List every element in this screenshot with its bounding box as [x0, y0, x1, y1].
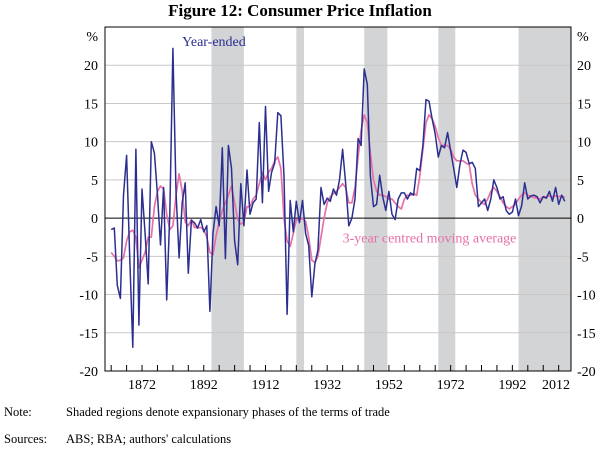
series-lines [110, 47, 566, 349]
sources-text: ABS; RBA; authors' calculations [66, 432, 232, 446]
sources-row: Sources: ABS; RBA; authors' calculations [4, 431, 231, 447]
gridlines [105, 64, 571, 334]
y-tick-label-right: 20 [577, 59, 591, 74]
y-tick-label-left: -10 [79, 289, 98, 304]
x-tick-label: 1992 [498, 378, 526, 393]
note-row: Note: Shaded regions denote expansionary … [4, 404, 390, 420]
shaded-region [296, 27, 305, 371]
y-tick-label-right: -15 [577, 327, 596, 342]
series-annotations: Year-ended 3-year centred moving average [182, 35, 516, 246]
y-tick-label-right: 0 [577, 212, 584, 227]
y-tick-label-left: 10 [84, 136, 98, 151]
y-tick-label-left: -20 [79, 365, 98, 380]
note-label: Note: [4, 405, 32, 419]
y-tick-label-right: 15 [577, 97, 591, 112]
shaded-region [364, 27, 388, 371]
note-text: Shaded regions denote expansionary phase… [66, 405, 390, 419]
y-axis-unit-left: % [86, 30, 98, 45]
y-axis-unit-right: % [577, 30, 589, 45]
x-tick-label: 1892 [190, 378, 218, 393]
y-tick-label-right: -20 [577, 365, 596, 380]
x-tick-label: 1932 [313, 378, 341, 393]
plot-frame [104, 26, 572, 372]
x-tick-label: 1972 [437, 378, 465, 393]
cpi-inflation-chart: -20 -15 -10 -5 0 5 10 15 20% -20 -15 -10 -5 0 5 10 15 20… [79, 26, 596, 393]
y-tick-label-left: 5 [91, 174, 98, 189]
year-ended-label: Year-ended [182, 35, 246, 50]
y-tick-label-left: -5 [86, 250, 98, 265]
y-tick-label-left: 15 [84, 97, 98, 112]
y-tick-label-right: 10 [577, 136, 591, 151]
x-axis: 1872 1892 1912 1932 1952 1972 1992 2012 [110, 365, 570, 393]
x-tick-label: 1912 [251, 378, 279, 393]
x-tick-label: 1872 [128, 378, 156, 393]
y-tick-label-left: -15 [79, 327, 98, 342]
shaded-regions [211, 27, 571, 371]
shaded-region [438, 27, 456, 371]
x-tick-label: 2012 [542, 378, 570, 393]
y-tick-label-right: -10 [577, 289, 596, 304]
y-tick-label-right: 5 [577, 174, 584, 189]
y-axis-right: -20 -15 -10 -5 0 5 10 15 20% [577, 30, 596, 380]
y-tick-label-right: -5 [577, 250, 589, 265]
y-tick-label-left: 0 [91, 212, 98, 227]
sources-label: Sources: [4, 432, 48, 446]
year-ended-line [110, 47, 566, 349]
x-tick-label: 1952 [375, 378, 403, 393]
y-axis-left: -20 -15 -10 -5 0 5 10 15 20% [79, 30, 98, 380]
moving-average-label: 3-year centred moving average [343, 232, 517, 247]
y-tick-label-left: 20 [84, 59, 98, 74]
figure-title: Figure 12: Consumer Price Inflation [168, 1, 432, 20]
